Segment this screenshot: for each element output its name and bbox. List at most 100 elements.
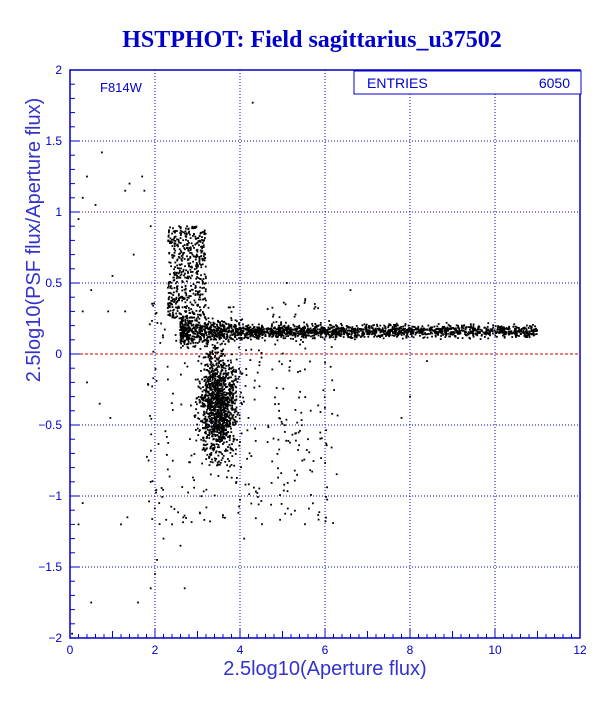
data-point	[223, 396, 225, 399]
data-point	[167, 310, 170, 313]
data-point	[453, 331, 456, 334]
data-point	[185, 307, 187, 309]
data-point	[232, 368, 235, 371]
data-point	[223, 417, 226, 420]
data-point	[362, 331, 365, 334]
data-point	[293, 479, 296, 482]
data-point	[294, 509, 296, 512]
data-point	[221, 423, 224, 426]
data-point	[226, 372, 228, 375]
data-point	[167, 378, 169, 381]
data-point	[167, 281, 170, 284]
data-point	[207, 428, 209, 431]
data-point	[455, 327, 457, 330]
data-point	[202, 281, 204, 283]
data-point	[137, 601, 139, 604]
data-point	[229, 451, 232, 454]
data-point	[187, 327, 189, 330]
data-point	[182, 315, 184, 318]
data-point	[222, 443, 224, 445]
data-point	[189, 247, 192, 250]
data-point	[232, 338, 234, 341]
data-point	[207, 394, 210, 397]
data-point	[204, 449, 206, 452]
data-point	[193, 299, 196, 302]
data-point	[209, 374, 212, 377]
data-point	[171, 254, 173, 256]
y-tick-labels: −2−1.5−1−0.500.511.52	[38, 63, 62, 645]
data-point	[221, 390, 223, 393]
data-point	[222, 382, 225, 385]
data-point	[382, 328, 384, 331]
data-point	[220, 334, 223, 337]
data-point	[398, 330, 400, 333]
data-point	[210, 406, 212, 408]
data-point	[230, 319, 233, 321]
data-point	[235, 327, 237, 330]
data-point	[222, 340, 225, 343]
data-point	[196, 331, 199, 333]
data-point	[156, 322, 159, 324]
data-point	[430, 331, 432, 334]
data-point	[179, 227, 182, 230]
data-point	[231, 416, 234, 419]
data-point	[195, 336, 198, 339]
data-point	[300, 328, 303, 331]
data-point	[216, 403, 219, 406]
data-point	[222, 431, 225, 434]
data-point	[248, 328, 251, 331]
data-point	[492, 326, 495, 329]
data-point	[214, 337, 217, 340]
data-point	[504, 332, 507, 334]
data-point	[167, 298, 170, 301]
data-point	[204, 232, 207, 235]
data-point	[248, 452, 251, 455]
data-point	[205, 331, 207, 334]
data-point	[214, 390, 217, 393]
data-point	[187, 325, 190, 328]
data-point	[214, 344, 216, 347]
data-point	[288, 330, 291, 333]
data-point	[210, 362, 213, 364]
data-point	[164, 430, 167, 433]
data-point	[241, 338, 243, 341]
data-point	[155, 491, 157, 494]
data-point	[172, 294, 175, 296]
data-point	[304, 298, 307, 300]
data-point	[195, 325, 198, 328]
data-point	[272, 313, 275, 316]
data-point	[325, 429, 327, 432]
data-point	[236, 439, 238, 441]
data-point	[174, 334, 177, 336]
data-point	[203, 405, 206, 408]
data-point	[203, 229, 206, 232]
data-point	[367, 332, 370, 334]
data-point	[197, 277, 200, 279]
data-point	[218, 418, 221, 421]
data-point	[288, 332, 291, 334]
data-point	[230, 317, 233, 319]
data-point	[412, 331, 415, 333]
data-point	[293, 469, 296, 472]
data-point	[232, 440, 235, 443]
data-point	[202, 340, 205, 342]
data-point	[244, 483, 247, 486]
data-point	[426, 360, 428, 362]
data-point	[207, 401, 210, 404]
data-point	[197, 326, 199, 329]
data-point	[253, 336, 256, 338]
data-point	[204, 330, 206, 332]
data-point	[354, 338, 356, 341]
data-point	[508, 333, 510, 336]
data-point	[198, 418, 201, 420]
data-point	[525, 327, 527, 330]
data-point	[224, 460, 227, 463]
data-point	[203, 233, 206, 236]
data-point	[124, 310, 127, 313]
data-point	[210, 419, 212, 421]
data-point	[311, 330, 314, 332]
data-point	[180, 321, 183, 324]
data-point	[280, 472, 283, 474]
data-point	[373, 335, 375, 338]
data-point	[249, 335, 252, 338]
